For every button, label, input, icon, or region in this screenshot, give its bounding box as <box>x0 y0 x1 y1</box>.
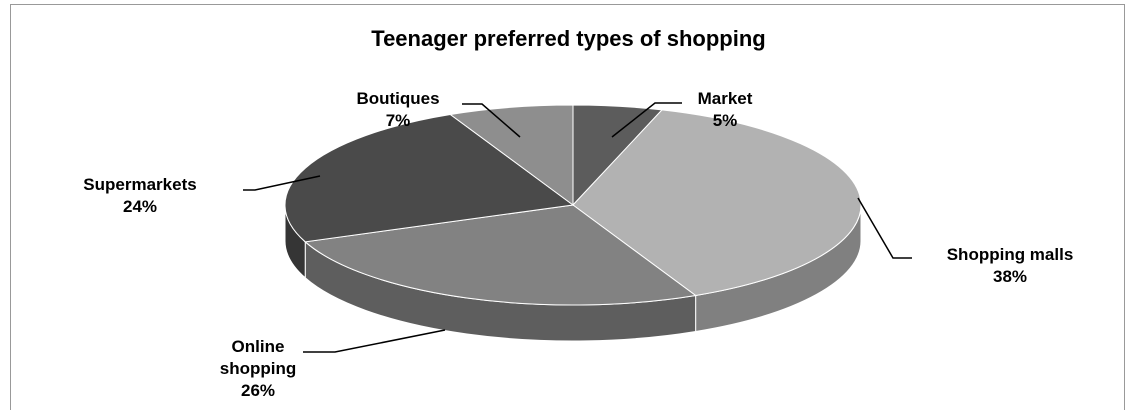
slice <box>304 204 697 306</box>
data-label: Market 5% <box>665 88 785 132</box>
data-label: Supermarkets 24% <box>35 174 245 218</box>
leader-line <box>857 197 912 259</box>
value-label: 26% <box>240 381 276 400</box>
value-label: 38% <box>992 267 1028 286</box>
value-label: 7% <box>385 111 411 130</box>
leader-line <box>303 329 446 353</box>
leader-line <box>462 103 521 138</box>
data-label: Shopping malls 38% <box>905 244 1115 288</box>
leader-line <box>243 175 321 191</box>
value-label: 24% <box>122 197 158 216</box>
data-label: Boutiques 7% <box>330 88 466 132</box>
slice <box>449 104 574 206</box>
category-label: Online shopping <box>219 337 297 378</box>
category-label: Boutiques <box>356 89 440 108</box>
chart-title: Teenager preferred types of shopping <box>371 26 766 51</box>
data-label: Online shopping 26% <box>200 336 316 402</box>
category-label: Shopping malls <box>946 245 1074 264</box>
category-label: Supermarkets <box>83 175 197 194</box>
leader-line <box>611 102 682 138</box>
slice <box>572 109 862 297</box>
slice <box>284 113 575 243</box>
chart-border <box>10 4 1125 410</box>
category-label: Market <box>697 89 753 108</box>
value-label: 5% <box>712 111 738 130</box>
